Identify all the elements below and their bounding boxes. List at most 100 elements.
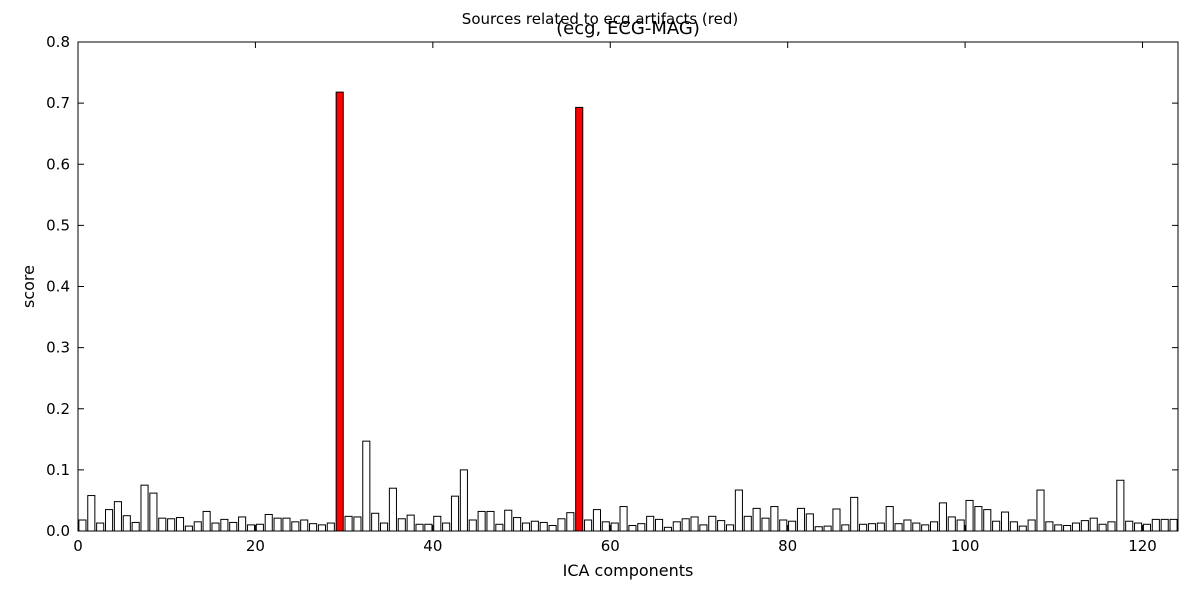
bar <box>788 520 797 532</box>
bar <box>1134 522 1143 532</box>
bar <box>717 520 726 532</box>
bar <box>246 524 256 532</box>
bar <box>415 523 424 532</box>
bar <box>690 516 699 532</box>
bar <box>433 515 442 532</box>
bar <box>1160 518 1169 532</box>
x-axis-label: ICA components <box>563 561 694 580</box>
bar <box>557 518 566 532</box>
bar <box>1169 518 1178 532</box>
bar <box>930 521 939 532</box>
bar <box>894 523 903 532</box>
bar <box>175 517 185 532</box>
bar <box>513 517 522 532</box>
figure-suptitle: Sources related to ecg artifacts (red) <box>461 10 739 28</box>
bar <box>229 521 238 532</box>
bar <box>1089 517 1098 532</box>
y-tick-label: 0.3 <box>46 339 70 357</box>
bar <box>1045 521 1054 532</box>
bar <box>397 518 406 532</box>
bar <box>211 522 220 532</box>
bar <box>459 469 468 532</box>
bar <box>362 440 371 532</box>
bar <box>255 523 264 532</box>
bar <box>300 519 309 532</box>
bar <box>1125 520 1134 532</box>
bar <box>610 522 619 532</box>
bar <box>131 521 140 532</box>
bar <box>468 519 477 532</box>
bar <box>814 526 823 532</box>
x-tick-label: 60 <box>601 537 620 555</box>
bar <box>193 521 202 532</box>
bar <box>371 512 380 532</box>
bar <box>353 516 362 532</box>
bar <box>1009 521 1018 532</box>
bar <box>450 495 460 532</box>
bar <box>672 521 681 532</box>
bar <box>202 510 211 532</box>
bar <box>921 524 930 532</box>
bar <box>406 514 415 532</box>
bar <box>548 524 557 532</box>
bar <box>96 522 105 532</box>
bar <box>947 516 956 532</box>
bar <box>1151 518 1160 532</box>
bar <box>87 495 96 532</box>
bar <box>974 506 983 532</box>
chart-title: (ecg, ECG-MAG) <box>556 18 700 39</box>
bar <box>424 523 433 532</box>
bar <box>1000 511 1010 532</box>
bar-highlighted <box>575 106 584 532</box>
bar <box>105 509 114 532</box>
bar <box>1098 523 1107 532</box>
bar-series <box>78 91 1178 532</box>
bar <box>584 519 593 532</box>
bar <box>885 506 894 532</box>
y-tick-label: 0.6 <box>46 155 70 173</box>
x-tick-label: 80 <box>778 537 797 555</box>
bar <box>1107 521 1116 532</box>
bar <box>1142 523 1151 532</box>
bar <box>779 519 788 532</box>
bar <box>841 524 850 532</box>
y-tick-label: 0.8 <box>46 33 70 51</box>
bar <box>867 523 876 532</box>
bar <box>1071 522 1081 532</box>
bar <box>850 496 859 532</box>
bar <box>149 492 158 532</box>
y-tick-label: 0.7 <box>46 94 70 112</box>
bar <box>317 524 327 532</box>
x-axis: 0 20 40 60 80 100 120 <box>73 42 1157 555</box>
bar <box>184 525 193 532</box>
bar <box>823 525 832 532</box>
bar <box>1018 525 1027 532</box>
y-tick-label: 0.0 <box>46 522 70 540</box>
bar <box>113 501 122 532</box>
bar <box>326 522 335 532</box>
bar <box>876 522 885 532</box>
bar <box>1036 489 1045 532</box>
bar <box>238 516 247 532</box>
bar <box>983 509 992 532</box>
x-tick-label: 20 <box>246 537 265 555</box>
bar <box>681 518 690 532</box>
bar <box>1080 520 1089 532</box>
y-axis-label: score <box>19 265 38 308</box>
bar <box>291 521 300 532</box>
bar <box>761 517 770 532</box>
y-axis: 0.0 0.1 0.2 0.3 0.4 0.5 0.6 0.7 0.8 <box>46 33 1178 540</box>
bar <box>903 519 912 532</box>
bar <box>796 507 806 532</box>
bar <box>628 524 637 532</box>
x-tick-label: 120 <box>1128 537 1157 555</box>
bar <box>282 517 291 532</box>
bar <box>158 517 167 532</box>
bar <box>770 506 779 532</box>
bar <box>1054 524 1063 532</box>
bar <box>495 523 504 532</box>
bar <box>344 515 353 532</box>
bar <box>663 526 672 532</box>
bar <box>140 484 149 532</box>
